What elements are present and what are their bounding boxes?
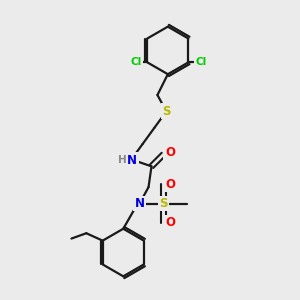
Text: N: N xyxy=(135,197,145,210)
Text: Cl: Cl xyxy=(130,57,142,67)
Text: Cl: Cl xyxy=(195,57,206,67)
Text: O: O xyxy=(165,178,175,191)
Text: H: H xyxy=(118,154,127,164)
Text: O: O xyxy=(165,216,175,229)
Text: N: N xyxy=(127,154,137,167)
Text: S: S xyxy=(162,105,171,118)
Text: O: O xyxy=(165,146,175,160)
Text: S: S xyxy=(159,197,168,210)
